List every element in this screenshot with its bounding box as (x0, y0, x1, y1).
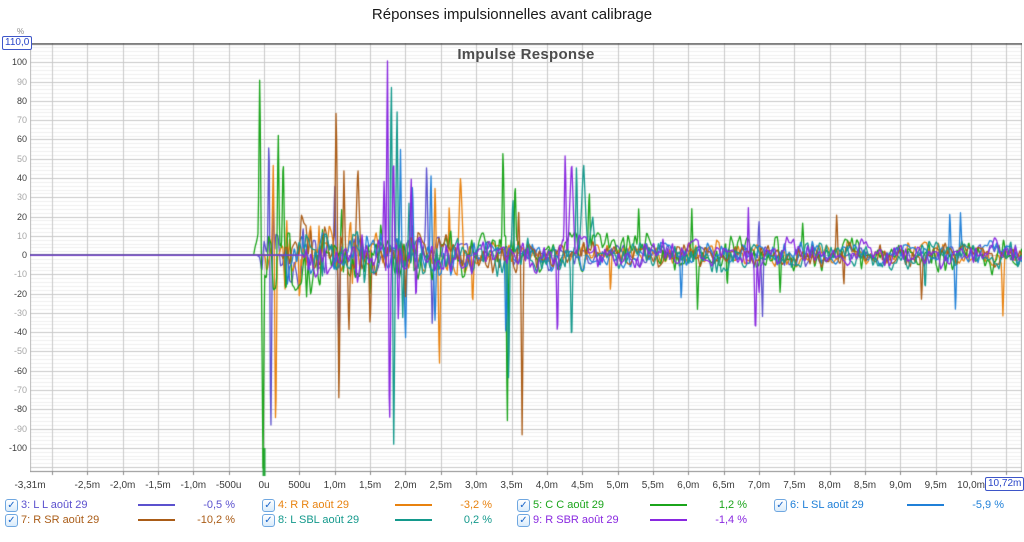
x-tick-label: 9,0m (889, 480, 912, 491)
x-tick-label: -500u (215, 480, 242, 491)
x-tick-label: 5,5m (641, 480, 665, 491)
legend-checkbox[interactable]: ✓ (5, 514, 18, 527)
legend-line-swatch (395, 504, 432, 506)
legend-checkbox[interactable]: ✓ (517, 499, 530, 512)
x-tick-label: 1,5m (358, 480, 382, 491)
y-tick-label: -50 (13, 346, 27, 357)
x-tick-label: 2,5m (429, 480, 452, 491)
legend-series-label[interactable]: 4: R R août 29 (278, 499, 349, 511)
legend-level-value: -0,5 % (203, 499, 235, 511)
legend-checkbox[interactable]: ✓ (5, 499, 18, 512)
legend-line-swatch (907, 504, 944, 506)
x-tick-label: 1,0m (323, 480, 346, 491)
x-tick-label: -2,0m (109, 480, 136, 491)
legend-level-value: 0,2 % (463, 514, 492, 526)
legend-line-swatch (138, 504, 175, 506)
legend-series-label[interactable]: 3: L L août 29 (21, 499, 88, 511)
y-tick-label: 100 (11, 57, 27, 68)
x-tick-label: 3,0m (465, 480, 488, 491)
x-tick-label: 10,0m (957, 480, 985, 491)
y-tick-label: -20 (13, 288, 27, 299)
x-tick-label: 0u (258, 480, 270, 491)
x-tick-label: 5,0m (606, 480, 629, 491)
y-tick-label: 30 (16, 192, 27, 203)
x-tick-label: 9,5m (924, 480, 947, 491)
y-tick-label: -40 (13, 327, 27, 338)
x-tick-label: 7,0m (747, 480, 771, 491)
legend-line-swatch (650, 504, 687, 506)
legend-item: ✓ 8: L SBL août 29 0,2 % (262, 514, 494, 527)
x-tick-label: 7,5m (783, 480, 806, 491)
x-tick-label: 500u (288, 480, 311, 491)
graph-title: Impulse Response (457, 46, 595, 63)
y-tick-label: 90 (16, 76, 27, 87)
legend-checkbox[interactable]: ✓ (517, 514, 530, 527)
y-tick-label: -10 (13, 269, 27, 280)
y-tick-label: 60 (16, 134, 27, 145)
legend-level-value: -3,2 % (460, 499, 492, 511)
x-tick-label: 6,5m (712, 480, 735, 491)
y-tick-label: -100 (8, 442, 27, 453)
y-tick-label: 20 (16, 211, 27, 222)
x-tick-label: -2,5m (74, 480, 101, 491)
legend-item: ✓ 6: L SL août 29 -5,9 % (774, 499, 1006, 512)
y-tick-label: 80 (16, 95, 27, 106)
legend-checkbox[interactable]: ✓ (262, 499, 275, 512)
legend-level-value: -1,4 % (715, 514, 747, 526)
legend-line-swatch (395, 519, 432, 521)
legend-series-label[interactable]: 6: L SL août 29 (790, 499, 864, 511)
x-tick-label: 4,5m (571, 480, 594, 491)
legend-level-value: 1,2 % (718, 499, 747, 511)
y-tick-label: -70 (13, 385, 27, 396)
legend-series-label[interactable]: 7: R SR août 29 (21, 514, 100, 526)
legend-series-label[interactable]: 9: R SBR août 29 (533, 514, 619, 526)
legend-item: ✓ 7: R SR août 29 -10,2 % (5, 514, 237, 527)
legend-level-value: -5,9 % (972, 499, 1004, 511)
y-tick-label: 50 (16, 153, 27, 164)
x-tick-label: 4,0m (535, 480, 558, 491)
x-tick-label: 8,5m (853, 480, 877, 491)
legend-level-value: -10,2 % (197, 514, 235, 526)
x-tick-label: 2,0m (394, 480, 417, 491)
x-tick-label: 6,0m (677, 480, 700, 491)
page-title: Réponses impulsionnelles avant calibrage (371, 6, 653, 23)
legend-line-swatch (650, 519, 687, 521)
y-tick-label: 70 (16, 115, 27, 126)
x-tick-label: 3,5m (500, 480, 523, 491)
y-tick-label: -80 (13, 404, 27, 415)
legend-checkbox[interactable]: ✓ (774, 499, 787, 512)
y-tick-label: 10 (16, 230, 27, 241)
legend-item: ✓ 4: R R août 29 -3,2 % (262, 499, 494, 512)
legend-series-label[interactable]: 5: C C août 29 (533, 499, 604, 511)
x-axis-max-field[interactable]: 10,72m (985, 477, 1024, 491)
legend-series-label[interactable]: 8: L SBL août 29 (278, 514, 360, 526)
y-tick-label: -60 (13, 365, 27, 376)
y-tick-label: -90 (13, 423, 27, 434)
x-tick-label: -1,5m (145, 480, 171, 491)
x-tick-label: -3,31m (14, 480, 46, 491)
legend-item: ✓ 5: C C août 29 1,2 % (517, 499, 749, 512)
y-tick-label: 40 (16, 172, 27, 183)
y-tick-label: 0 (21, 250, 27, 261)
y-axis-unit-label: % (17, 27, 25, 36)
legend-checkbox[interactable]: ✓ (262, 514, 275, 527)
impulse-response-plot[interactable] (30, 43, 1022, 479)
legend-item: ✓ 3: L L août 29 -0,5 % (5, 499, 237, 512)
legend-item: ✓ 9: R SBR août 29 -1,4 % (517, 514, 749, 527)
x-tick-label: 8,0m (818, 480, 841, 491)
y-tick-label: -30 (13, 307, 27, 318)
y-axis-max-field[interactable]: 110,0 (2, 36, 33, 50)
x-tick-label: -1,0m (180, 480, 207, 491)
legend-line-swatch (138, 519, 175, 521)
